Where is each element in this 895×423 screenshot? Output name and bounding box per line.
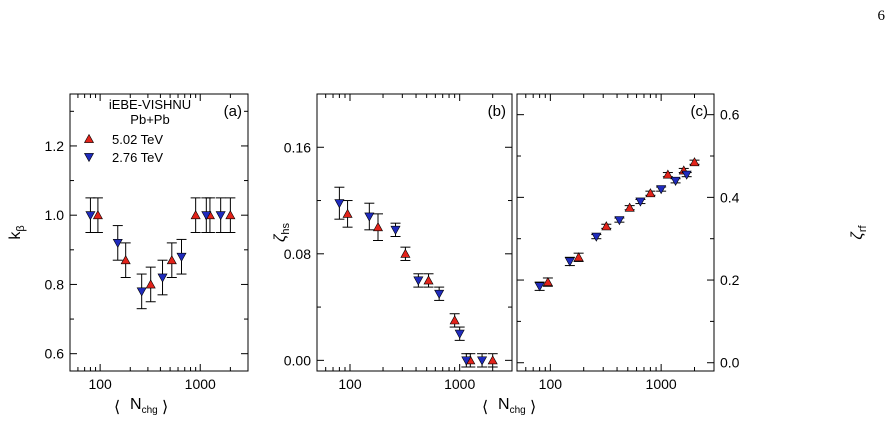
panel-3-point-276 — [635, 197, 646, 207]
legend-marker-502 — [83, 133, 95, 143]
panel-1-point-276 — [215, 211, 226, 221]
panel-2-point-276 — [477, 356, 488, 366]
panel-3-xtick-label: 1000 — [646, 376, 677, 392]
panel-1-point-502 — [92, 210, 103, 220]
panel-1-point-502 — [166, 255, 177, 265]
panel-3-point-502 — [645, 188, 656, 198]
panel-1-xtick-label: 100 — [88, 376, 112, 392]
panel-1-ytick-label: 0.6 — [45, 346, 65, 362]
legend-marker-276 — [83, 153, 95, 163]
panel-1-ytick-label: 1.0 — [45, 207, 65, 223]
panel-3-point-276 — [656, 185, 667, 195]
panel-3-point-276 — [564, 257, 575, 267]
panel-2-point-276 — [434, 289, 445, 299]
panel-3-frame — [516, 93, 715, 372]
panel-2-point-276 — [461, 356, 472, 366]
panel-1-ytick-label: 0.8 — [45, 276, 65, 292]
panel-1-xlabel-close: ⟩ — [162, 399, 168, 416]
panel-3-point-502 — [573, 252, 584, 262]
panel-1-point-276 — [157, 273, 168, 283]
panel-3-xtick-label: 100 — [539, 376, 563, 392]
panel-2-xtick-label: 100 — [338, 376, 362, 392]
panel-3-label: (c) — [691, 103, 709, 120]
panel-1-point-502 — [145, 279, 156, 289]
panel-3-point-276 — [670, 176, 681, 186]
panel-2-ylabel: ζhs — [272, 222, 292, 242]
panel-3-ytick-label: 0.6 — [720, 107, 740, 123]
panel-3-ytick-label: 0.4 — [720, 189, 740, 205]
panel-3-ytick-label: 0.0 — [720, 355, 740, 371]
panel-2-point-502 — [423, 275, 434, 285]
panel-3-point-502 — [601, 221, 612, 231]
panel-1-point-502 — [225, 210, 236, 220]
panel-2-point-276 — [454, 329, 465, 339]
panel-3-point-276 — [681, 170, 692, 180]
panel-23-xlabel-text: Nchg — [498, 396, 526, 416]
panel-2-ytick-label: 0.08 — [284, 246, 311, 262]
legend-title: iEBE-VISHNU — [109, 97, 191, 112]
panel-1-point-276 — [176, 252, 187, 262]
panel-2-frame — [316, 93, 513, 372]
panel-23-xlabel-close: ⟩ — [530, 399, 536, 416]
panel-2-label: (b) — [488, 103, 506, 120]
panel-2-point-276 — [413, 276, 424, 286]
legend-entry-502: 5.02 TeV — [112, 132, 163, 147]
panel-3-point-502 — [542, 276, 553, 287]
panel-3-ytick-label: 0.2 — [720, 272, 740, 288]
panel-1-point-276 — [85, 211, 96, 221]
panel-1-ylabel: kβ — [7, 225, 27, 239]
panel-3-point-276 — [614, 216, 625, 226]
panel-2-point-502 — [372, 222, 384, 232]
panel-2-point-502 — [487, 355, 498, 365]
panel-1-xlabel-text: Nchg — [130, 396, 158, 416]
panel-1-point-502 — [120, 255, 131, 265]
panel-1-point-276 — [112, 238, 123, 249]
panel-2-point-502 — [400, 248, 411, 258]
panel-3-point-502 — [662, 169, 673, 179]
panel-1-xlabel-open: ⟨ — [114, 399, 120, 416]
panel-1-point-276 — [136, 287, 147, 297]
panel-3-point-276 — [591, 232, 602, 242]
page-number: 6 — [877, 8, 886, 24]
panel-2-point-276 — [390, 225, 401, 235]
legend-subtitle: Pb+Pb — [130, 112, 169, 127]
panel-1-label: (a) — [224, 103, 242, 120]
panel-2-ytick-label: 0.00 — [284, 352, 311, 368]
panel-2-xtick-label: 1000 — [444, 376, 475, 392]
panel-2-point-502 — [449, 315, 460, 325]
panel-3-ylabel: ζrf — [849, 224, 869, 239]
panel-2-ytick-label: 0.16 — [284, 139, 311, 155]
panel-1-point-276 — [201, 211, 212, 221]
panel-2-point-276 — [334, 199, 345, 209]
panel-1-xtick-label: 1000 — [185, 376, 216, 392]
panel-1-point-502 — [190, 210, 201, 220]
panel-3-point-502 — [689, 157, 700, 167]
panel-1-frame — [69, 93, 249, 372]
panel-1-ytick-label: 1.2 — [45, 138, 65, 154]
panel-3-point-502 — [624, 202, 635, 212]
panel-3-point-276 — [534, 282, 545, 292]
panel-2-point-276 — [364, 212, 375, 222]
legend-entry-276: 2.76 TeV — [112, 150, 163, 165]
panel-23-xlabel-open: ⟨ — [482, 399, 488, 416]
panel-2-point-502 — [342, 208, 353, 218]
